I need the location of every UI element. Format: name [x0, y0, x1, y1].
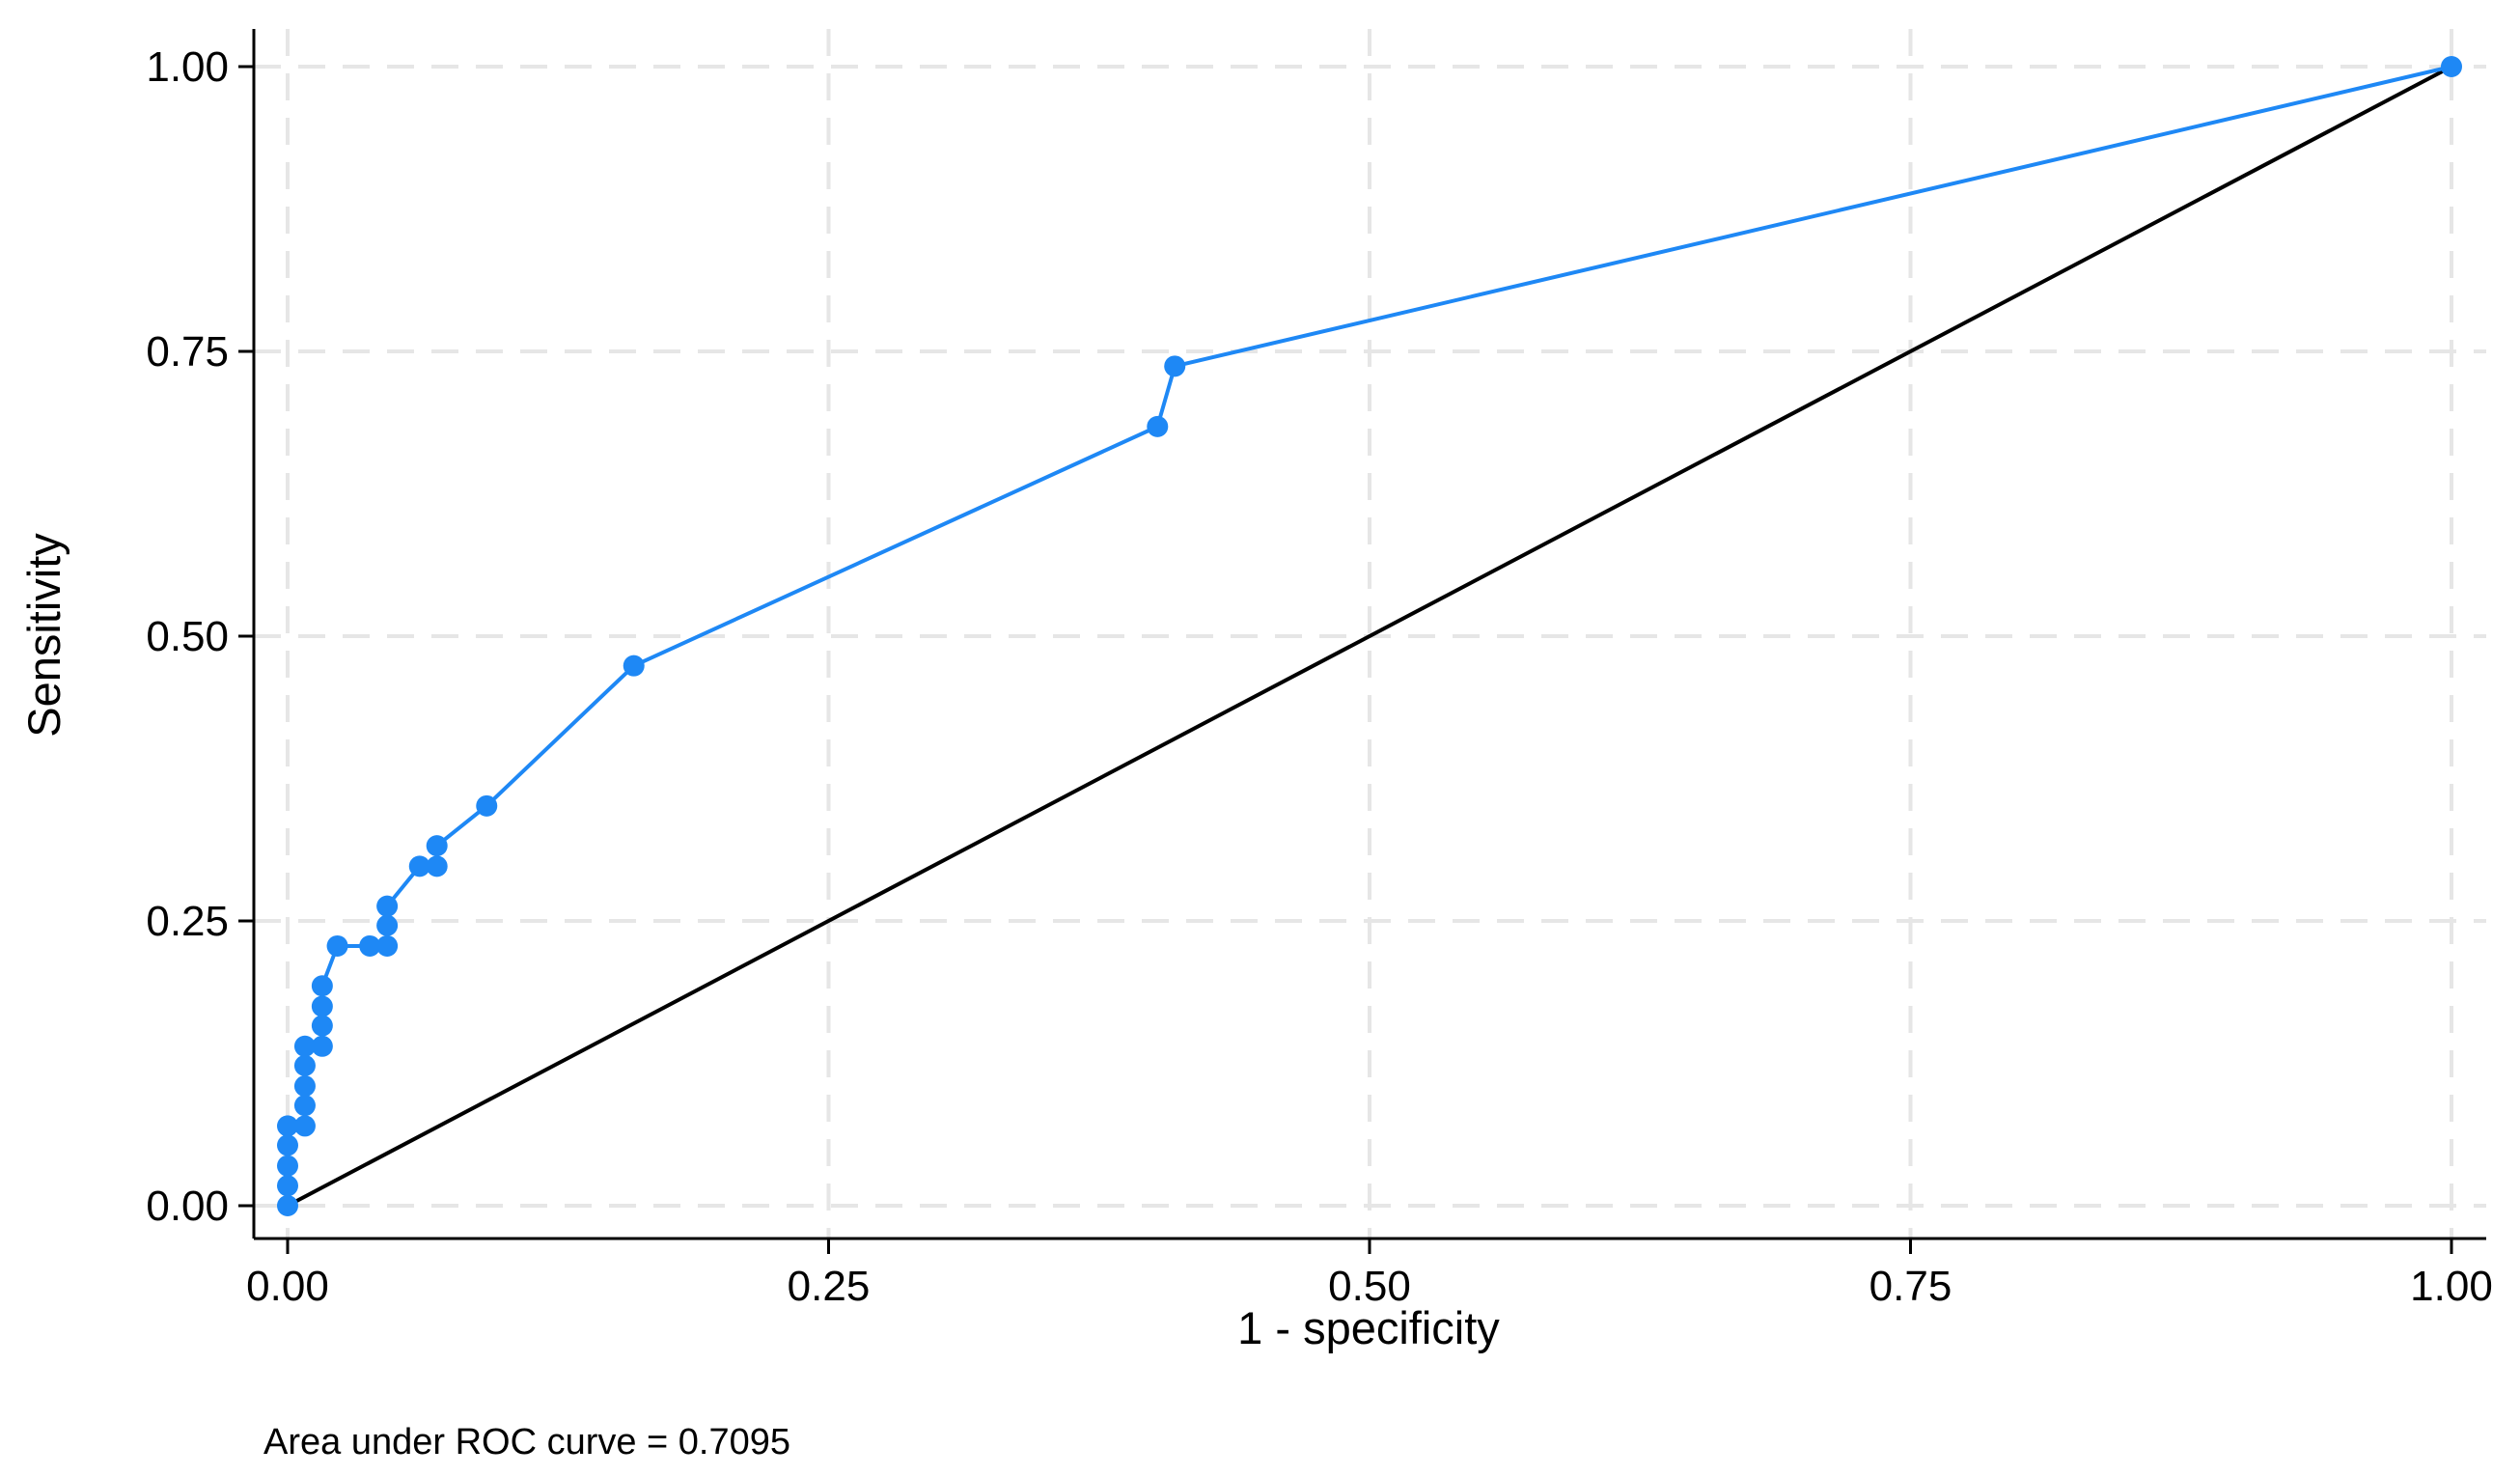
x-axis-title: 1 - specificity [1237, 1302, 1500, 1353]
roc-point [408, 855, 430, 877]
roc-point [426, 855, 448, 877]
reference-line-group [287, 65, 2452, 1208]
roc-point [376, 914, 399, 936]
roc-point [426, 835, 448, 857]
roc-point [277, 1134, 298, 1156]
y-tick-label: 0.50 [146, 613, 229, 660]
x-tick-label: 0.75 [1869, 1263, 1952, 1310]
roc-point [293, 1054, 316, 1076]
roc-point [623, 654, 645, 677]
y-axis-title: Sensitivity [18, 533, 69, 738]
x-axis-ticks: 0.00 0.25 0.50 0.75 1.00 [246, 1239, 2493, 1310]
y-axis-ticks: 0.00 0.25 0.50 0.75 1.00 [146, 43, 254, 1230]
roc-point [311, 1035, 333, 1057]
roc-point [376, 895, 399, 917]
x-tick-label: 0.00 [246, 1263, 329, 1310]
y-tick-label: 0.75 [146, 328, 229, 376]
roc-point [293, 1095, 316, 1117]
roc-point [277, 1175, 298, 1197]
roc-point [359, 934, 381, 957]
roc-point [293, 1115, 316, 1137]
roc-point [277, 1115, 298, 1137]
roc-point [277, 1155, 298, 1177]
x-tick-label: 0.25 [788, 1263, 871, 1310]
x-tick-label: 1.00 [2410, 1263, 2493, 1310]
roc-point [293, 1075, 316, 1098]
y-tick-label: 0.00 [146, 1183, 229, 1230]
y-tick-label: 0.25 [146, 898, 229, 945]
roc-point [311, 975, 333, 997]
grid-lines [254, 29, 2486, 1239]
roc-point [311, 995, 333, 1017]
roc-point [326, 934, 348, 957]
y-tick-label: 1.00 [146, 43, 229, 91]
roc-point [476, 794, 498, 817]
x-tick-label: 0.50 [1328, 1263, 1411, 1310]
auc-note: Area under ROC curve = 0.7095 [263, 1422, 790, 1462]
roc-point [376, 934, 399, 957]
roc-point [1147, 415, 1169, 437]
roc-series-group [277, 56, 2462, 1216]
roc-point [277, 1195, 298, 1216]
roc-point [311, 1015, 333, 1037]
reference-line [287, 65, 2452, 1208]
roc-point [1164, 355, 1186, 377]
roc-point [293, 1035, 316, 1057]
roc-point [2441, 56, 2462, 77]
